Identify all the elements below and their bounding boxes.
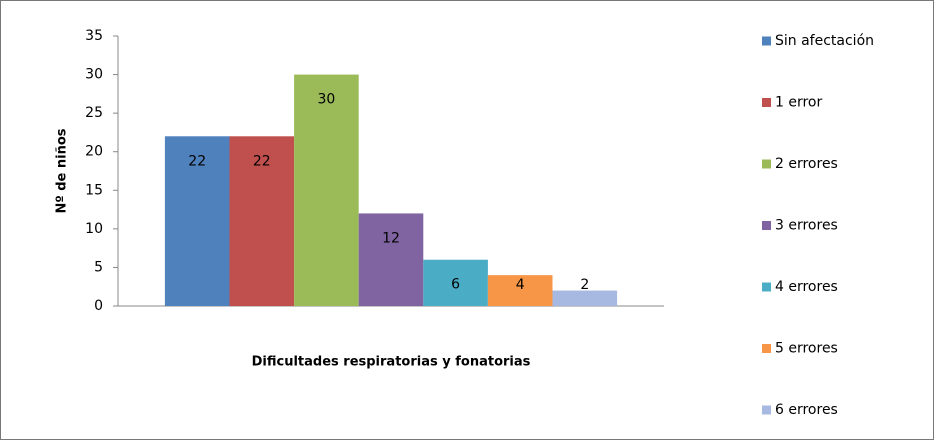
bar [423, 259, 488, 306]
legend-swatch [762, 98, 771, 107]
legend-label: 4 errores [775, 279, 838, 295]
legend-label: 2 errores [775, 156, 838, 172]
legend-label: 3 errores [775, 218, 838, 234]
legend-swatch [762, 282, 771, 292]
data-label: 6 [451, 277, 460, 293]
y-tick-label: 5 [94, 259, 103, 275]
bar [229, 136, 295, 306]
bar [552, 290, 618, 306]
legend-swatch [762, 344, 771, 353]
legend-swatch [762, 36, 771, 46]
legend-label: 1 error [775, 95, 822, 111]
data-label: 22 [253, 153, 271, 169]
y-tick-label: 30 [85, 67, 103, 83]
bar [358, 213, 424, 306]
bar [294, 74, 359, 306]
data-label: 4 [516, 277, 525, 293]
data-label: 2 [580, 277, 589, 293]
legend-label: Sin afectación [775, 33, 874, 49]
y-tick-label: 15 [85, 182, 103, 198]
y-tick-label: 20 [85, 144, 103, 160]
bar [164, 136, 230, 306]
legend-swatch [762, 405, 771, 415]
y-axis-label: Nº de niños [55, 128, 70, 213]
y-tick-label: 10 [85, 221, 103, 237]
y-tick-label: 0 [94, 298, 103, 314]
x-axis-label: Dificultades respiratorias y fonatorias [252, 355, 531, 370]
y-tick-label: 25 [85, 105, 103, 121]
legend-swatch [762, 221, 771, 230]
data-label: 12 [382, 230, 400, 246]
data-label: 30 [317, 92, 335, 108]
legend-swatch [762, 159, 771, 169]
data-label: 22 [188, 153, 206, 169]
y-tick-label: 35 [85, 28, 103, 44]
legend-label: 6 errores [775, 402, 838, 418]
legend-label: 5 errores [775, 341, 838, 357]
bar [487, 275, 553, 306]
